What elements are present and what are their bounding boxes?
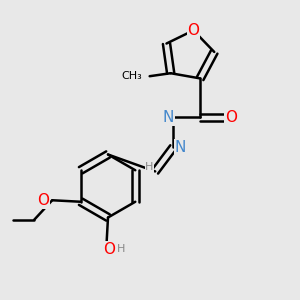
Text: O: O — [103, 242, 116, 256]
Text: O: O — [37, 193, 49, 208]
Text: O: O — [225, 110, 237, 125]
Text: H: H — [145, 162, 154, 172]
Text: H: H — [116, 244, 125, 254]
Text: CH₃: CH₃ — [122, 71, 142, 81]
Text: N: N — [175, 140, 186, 155]
Text: O: O — [188, 23, 200, 38]
Text: N: N — [162, 110, 174, 125]
Text: H: H — [162, 112, 171, 122]
